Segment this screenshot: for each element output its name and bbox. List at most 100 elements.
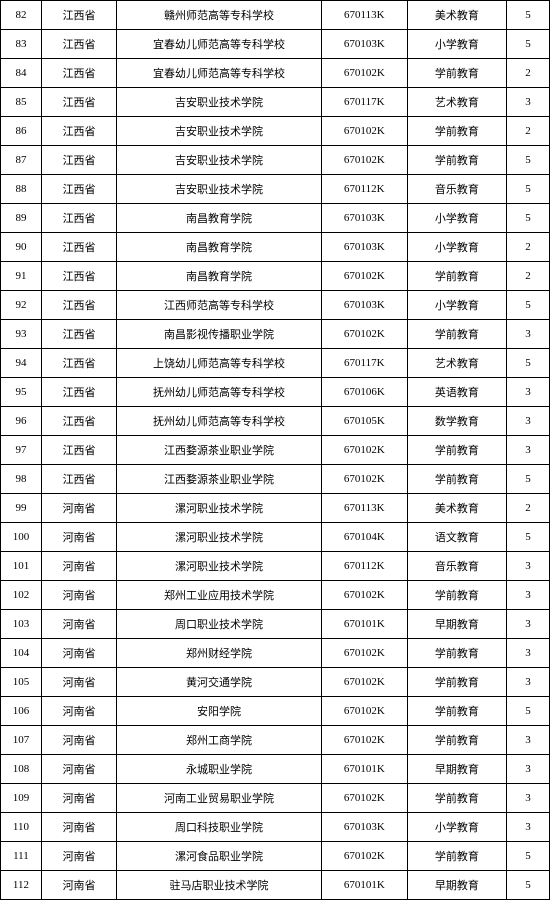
cell-school: 驻马店职业技术学院 [117, 871, 322, 900]
cell-province: 江西省 [41, 59, 116, 88]
table-row: 104河南省郑州财经学院670102K学前教育3 [1, 639, 550, 668]
cell-idx: 82 [1, 1, 42, 30]
cell-school: 南昌教育学院 [117, 262, 322, 291]
cell-idx: 95 [1, 378, 42, 407]
cell-count: 5 [506, 30, 549, 59]
cell-province: 江西省 [41, 175, 116, 204]
table-row: 87江西省吉安职业技术学院670102K学前教育5 [1, 146, 550, 175]
table-row: 84江西省宜春幼儿师范高等专科学校670102K学前教育2 [1, 59, 550, 88]
cell-count: 5 [506, 523, 549, 552]
cell-count: 2 [506, 117, 549, 146]
table-row: 93江西省南昌影视传播职业学院670102K学前教育3 [1, 320, 550, 349]
cell-province: 江西省 [41, 407, 116, 436]
cell-code: 670102K [321, 784, 407, 813]
cell-count: 3 [506, 784, 549, 813]
cell-major: 学前教育 [407, 784, 506, 813]
cell-idx: 109 [1, 784, 42, 813]
cell-idx: 85 [1, 88, 42, 117]
cell-idx: 103 [1, 610, 42, 639]
cell-school: 吉安职业技术学院 [117, 146, 322, 175]
cell-idx: 110 [1, 813, 42, 842]
table-row: 111河南省漯河食品职业学院670102K学前教育5 [1, 842, 550, 871]
cell-code: 670101K [321, 871, 407, 900]
cell-idx: 99 [1, 494, 42, 523]
cell-major: 语文教育 [407, 523, 506, 552]
cell-province: 江西省 [41, 349, 116, 378]
cell-province: 江西省 [41, 378, 116, 407]
cell-count: 3 [506, 755, 549, 784]
cell-school: 南昌教育学院 [117, 204, 322, 233]
table-row: 109河南省河南工业贸易职业学院670102K学前教育3 [1, 784, 550, 813]
cell-idx: 106 [1, 697, 42, 726]
cell-idx: 107 [1, 726, 42, 755]
cell-major: 小学教育 [407, 291, 506, 320]
cell-major: 学前教育 [407, 581, 506, 610]
cell-idx: 90 [1, 233, 42, 262]
cell-province: 江西省 [41, 436, 116, 465]
cell-major: 小学教育 [407, 30, 506, 59]
table-row: 92江西省江西师范高等专科学校670103K小学教育5 [1, 291, 550, 320]
cell-major: 艺术教育 [407, 88, 506, 117]
cell-school: 安阳学院 [117, 697, 322, 726]
cell-school: 漯河职业技术学院 [117, 494, 322, 523]
cell-school: 周口科技职业学院 [117, 813, 322, 842]
table-row: 86江西省吉安职业技术学院670102K学前教育2 [1, 117, 550, 146]
cell-province: 江西省 [41, 88, 116, 117]
cell-province: 河南省 [41, 697, 116, 726]
cell-count: 5 [506, 291, 549, 320]
cell-province: 江西省 [41, 1, 116, 30]
cell-major: 美术教育 [407, 1, 506, 30]
cell-province: 河南省 [41, 813, 116, 842]
cell-major: 学前教育 [407, 465, 506, 494]
cell-school: 南昌影视传播职业学院 [117, 320, 322, 349]
table-row: 90江西省南昌教育学院670103K小学教育2 [1, 233, 550, 262]
cell-school: 抚州幼儿师范高等专科学校 [117, 378, 322, 407]
cell-province: 河南省 [41, 784, 116, 813]
cell-idx: 84 [1, 59, 42, 88]
cell-major: 学前教育 [407, 697, 506, 726]
table-row: 103河南省周口职业技术学院670101K早期教育3 [1, 610, 550, 639]
cell-idx: 96 [1, 407, 42, 436]
cell-school: 江西婺源茶业职业学院 [117, 465, 322, 494]
cell-count: 2 [506, 233, 549, 262]
table-row: 112河南省驻马店职业技术学院670101K早期教育5 [1, 871, 550, 900]
cell-school: 抚州幼儿师范高等专科学校 [117, 407, 322, 436]
table-row: 94江西省上饶幼儿师范高等专科学校670117K艺术教育5 [1, 349, 550, 378]
table-row: 99河南省漯河职业技术学院670113K美术教育2 [1, 494, 550, 523]
cell-school: 赣州师范高等专科学校 [117, 1, 322, 30]
cell-count: 3 [506, 436, 549, 465]
cell-idx: 88 [1, 175, 42, 204]
cell-idx: 93 [1, 320, 42, 349]
cell-code: 670103K [321, 813, 407, 842]
table-row: 98江西省江西婺源茶业职业学院670102K学前教育5 [1, 465, 550, 494]
cell-count: 3 [506, 581, 549, 610]
cell-code: 670102K [321, 639, 407, 668]
cell-idx: 87 [1, 146, 42, 175]
table-row: 108河南省永城职业学院670101K早期教育3 [1, 755, 550, 784]
data-table: 82江西省赣州师范高等专科学校670113K美术教育583江西省宜春幼儿师范高等… [0, 0, 550, 900]
cell-code: 670103K [321, 233, 407, 262]
table-row: 89江西省南昌教育学院670103K小学教育5 [1, 204, 550, 233]
cell-code: 670103K [321, 204, 407, 233]
cell-school: 宜春幼儿师范高等专科学校 [117, 59, 322, 88]
cell-major: 小学教育 [407, 813, 506, 842]
cell-count: 3 [506, 378, 549, 407]
cell-code: 670117K [321, 349, 407, 378]
cell-count: 5 [506, 204, 549, 233]
cell-school: 黄河交通学院 [117, 668, 322, 697]
cell-province: 河南省 [41, 871, 116, 900]
cell-province: 江西省 [41, 262, 116, 291]
cell-code: 670102K [321, 59, 407, 88]
cell-school: 江西师范高等专科学校 [117, 291, 322, 320]
cell-code: 670102K [321, 320, 407, 349]
cell-count: 5 [506, 349, 549, 378]
cell-province: 江西省 [41, 465, 116, 494]
cell-code: 670101K [321, 610, 407, 639]
cell-province: 江西省 [41, 117, 116, 146]
cell-school: 郑州财经学院 [117, 639, 322, 668]
table-row: 83江西省宜春幼儿师范高等专科学校670103K小学教育5 [1, 30, 550, 59]
table-row: 102河南省郑州工业应用技术学院670102K学前教育3 [1, 581, 550, 610]
cell-idx: 100 [1, 523, 42, 552]
table-row: 82江西省赣州师范高等专科学校670113K美术教育5 [1, 1, 550, 30]
cell-count: 2 [506, 494, 549, 523]
